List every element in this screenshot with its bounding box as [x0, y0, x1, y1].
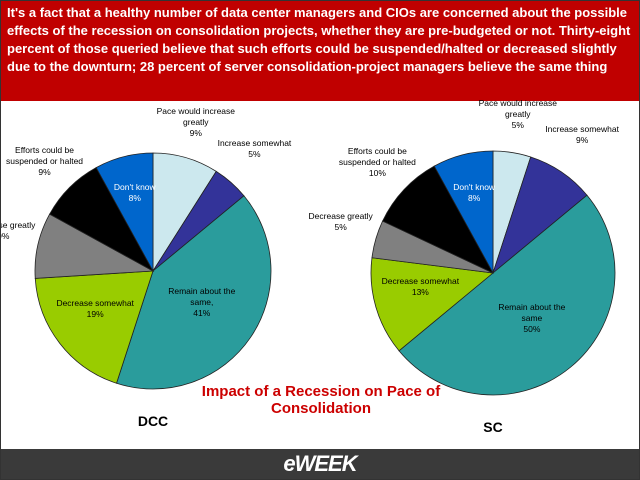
value-label: 50%	[523, 324, 541, 334]
value-label: 5%	[334, 221, 347, 232]
category-label: Decrease somewhat	[381, 276, 460, 287]
value-label: 19%	[86, 308, 104, 319]
category-label: Don't know	[113, 182, 156, 193]
pie-slice	[116, 195, 272, 390]
slice-label: Increase somewhat 9%	[540, 124, 624, 146]
pie-slice	[398, 194, 616, 396]
category-label: Don't know	[453, 181, 496, 192]
value-label: 10%	[368, 168, 386, 179]
value-label: 9%	[38, 166, 51, 177]
slice-label: Don't know 8%	[432, 182, 516, 204]
slice-label: Decrease somewhat 13%	[378, 276, 462, 298]
value-label: 41%	[193, 308, 211, 319]
category-label: Efforts could be suspended or halted	[6, 144, 84, 166]
value-label: 5%	[511, 120, 524, 131]
category-label: Efforts could be suspended or halted	[338, 146, 416, 168]
value-label: 9%	[1, 230, 10, 241]
pie-slice	[34, 270, 154, 384]
value-label: 8%	[128, 193, 141, 204]
category-label: Remain about the same	[498, 302, 566, 323]
center-title: Impact of a Recession on Pace of Consoli…	[201, 383, 441, 417]
slice-label: Efforts could be suspended or halted 9%	[3, 145, 87, 178]
pie-title: DCC	[137, 413, 169, 429]
pie-slice	[95, 152, 154, 272]
slice-label: Remain about the same 50%	[490, 302, 574, 335]
header-text: It's a fact that a healthy number of dat…	[1, 1, 639, 101]
value-label: 9%	[575, 134, 589, 145]
value-label: 9%	[189, 127, 202, 138]
slice-label: Pace would increase greatly 5%	[476, 98, 560, 131]
pie-slice	[370, 257, 494, 352]
value-label: 8%	[468, 192, 481, 203]
slice-label: Don't know 8%	[93, 182, 177, 204]
slice-label: Remain about the same, 41%	[160, 286, 244, 319]
category-label: Increase somewhat	[217, 137, 292, 148]
pie-slice	[433, 150, 494, 274]
slice-label: Decrease somewhat 19%	[53, 298, 137, 320]
category-label: Remain about the same,	[168, 286, 236, 308]
category-label: Decrease greatly	[308, 210, 373, 221]
slice-label: Efforts could be suspended or halted 10%	[335, 146, 419, 179]
category-label: Pace would increase greatly	[478, 98, 558, 120]
pie-title: SC	[483, 419, 503, 435]
charts	[34, 150, 616, 396]
category-label: Decrease somewhat	[56, 297, 134, 308]
value-label: 5%	[248, 148, 261, 159]
category-label: Increase somewhat	[545, 123, 619, 134]
category-label: Pace would increase greatly	[156, 105, 236, 127]
slice-label: Decrease greatly 5%	[299, 211, 383, 233]
value-label: 13%	[411, 287, 429, 298]
footer: eWEEK	[1, 449, 639, 479]
slice-label: Increase somewhat 5%	[212, 138, 296, 160]
category-label: Decrease greatly	[1, 219, 36, 230]
logo: eWEEK	[283, 451, 357, 476]
pie-slice	[382, 165, 494, 274]
slice-label: Pace would increase greatly 9%	[154, 106, 238, 139]
